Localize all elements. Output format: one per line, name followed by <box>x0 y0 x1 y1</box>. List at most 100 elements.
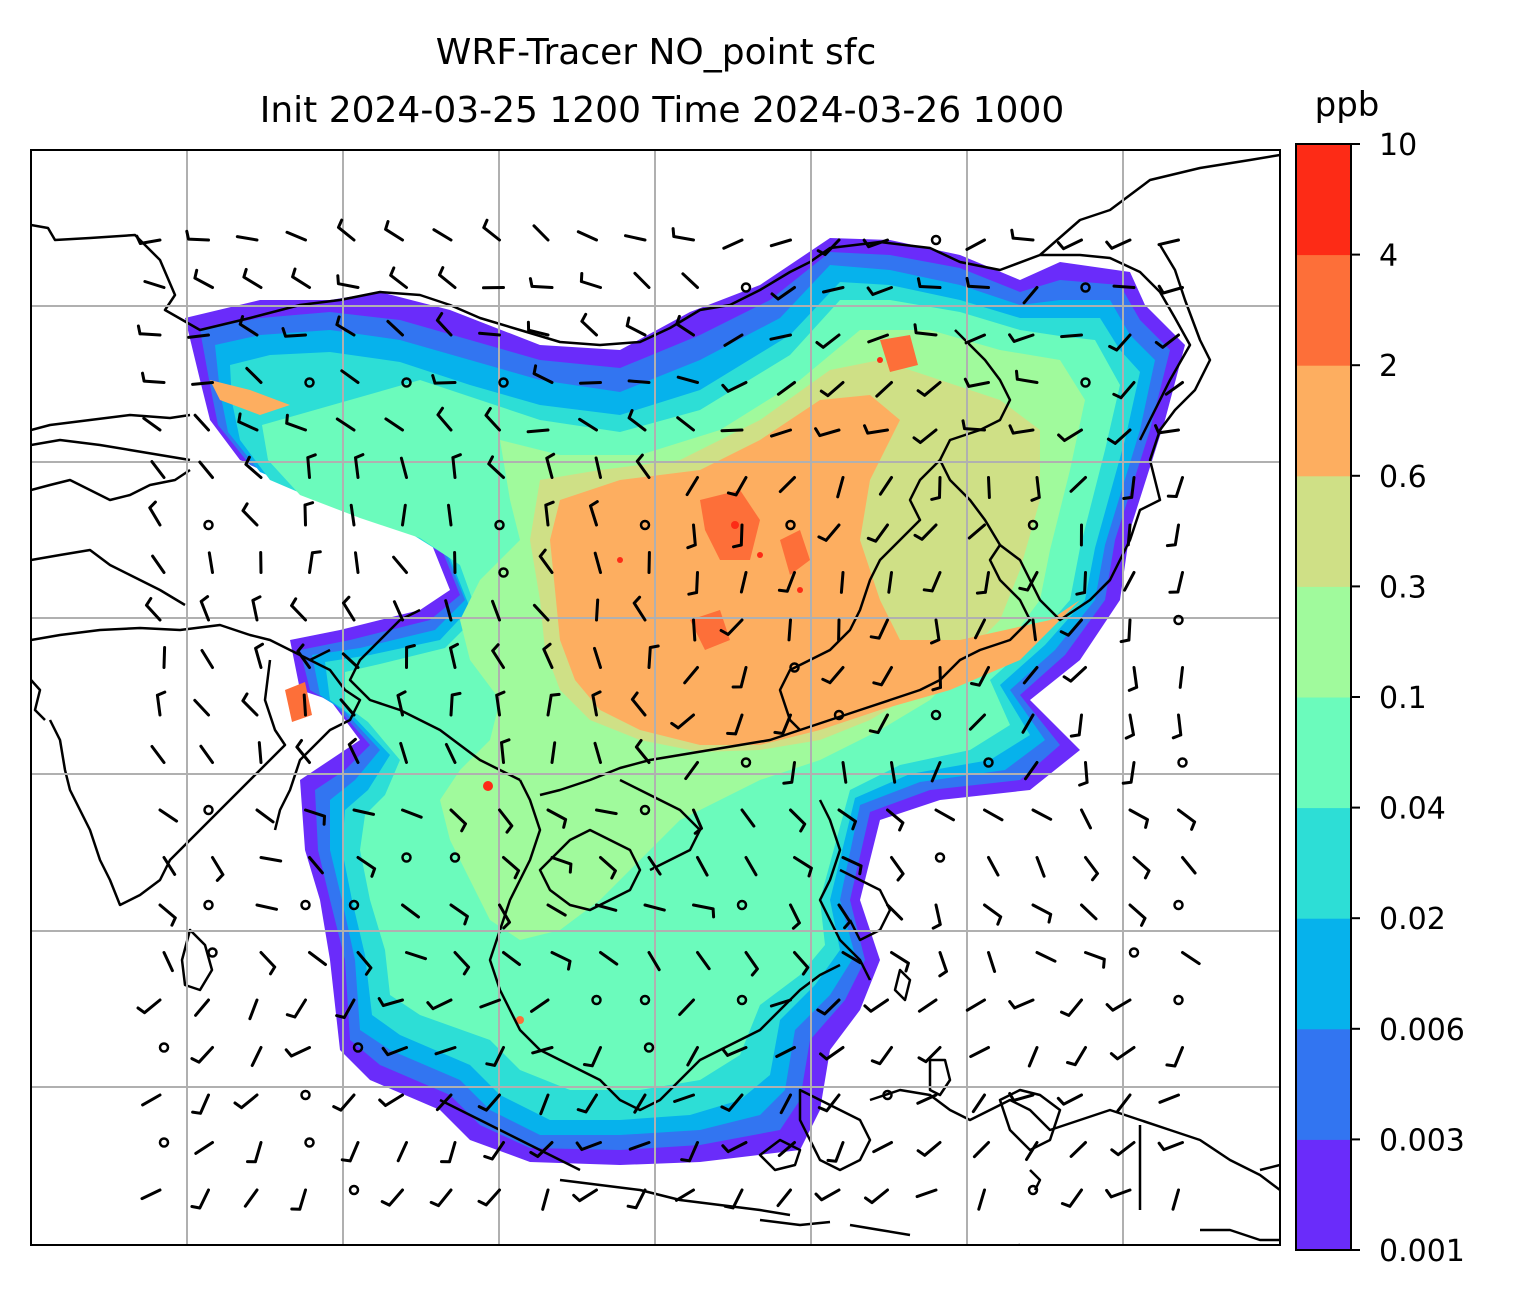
wind-barb <box>1121 761 1136 785</box>
wind-barb <box>769 998 792 1008</box>
wind-barb <box>211 856 225 882</box>
wind-barb <box>431 374 457 385</box>
wind-barb <box>1008 1092 1035 1102</box>
wind-barb <box>970 666 990 687</box>
wind-barb <box>251 595 262 622</box>
wind-barb <box>674 1188 695 1202</box>
wind-barb <box>191 381 214 386</box>
calm-wind-circle <box>882 1089 893 1101</box>
wind-barb <box>593 551 602 574</box>
wind-barb <box>1022 666 1039 685</box>
wind-barb <box>692 618 697 642</box>
wind-barb <box>295 739 311 764</box>
wind-barb <box>495 690 506 717</box>
colorbar-segment <box>1296 475 1351 587</box>
wind-barb <box>291 267 311 289</box>
wind-barb <box>1056 1093 1083 1106</box>
wind-barb <box>987 951 997 973</box>
colorbar-unit: ppb <box>1315 85 1380 125</box>
wind-barb <box>1112 284 1136 289</box>
wind-barb <box>352 808 375 816</box>
wind-barb <box>306 453 317 479</box>
wind-barb <box>546 808 568 829</box>
wind-barb <box>777 1141 796 1157</box>
wind-barb <box>1069 713 1083 738</box>
wind-barb <box>1124 713 1135 740</box>
wind-barb <box>1010 228 1035 242</box>
wind-barb <box>890 951 910 973</box>
wind-barb <box>869 618 889 640</box>
wind-barb <box>591 690 602 717</box>
wind-barb <box>136 998 162 1015</box>
wind-barb <box>866 286 893 296</box>
wind-barb <box>930 761 942 783</box>
wind-barb <box>140 1188 162 1201</box>
wind-barb <box>384 220 404 242</box>
wind-barb <box>721 1046 748 1057</box>
wind-barb <box>837 808 857 831</box>
wind-barb <box>886 903 904 921</box>
wind-barb <box>720 428 744 433</box>
wind-barb <box>934 808 955 822</box>
wind-barb <box>151 554 166 574</box>
wind-barb <box>739 571 748 594</box>
calm-wind-circle <box>1080 282 1091 293</box>
map-panel <box>30 149 1281 1246</box>
wind-barb <box>243 1188 259 1208</box>
wind-barb <box>162 856 177 876</box>
wind-barb <box>241 692 259 717</box>
wind-barb <box>930 618 941 645</box>
wind-barb <box>1056 238 1083 251</box>
wind-barb <box>1021 713 1035 734</box>
wind-barb <box>969 1046 990 1059</box>
wind-barb <box>207 551 214 574</box>
wind-barb <box>1008 424 1035 435</box>
wind-barb <box>194 998 210 1017</box>
wind-barb <box>444 743 457 764</box>
wind-barb <box>1031 618 1037 642</box>
wind-barb <box>723 1188 744 1210</box>
wind-barb <box>429 1188 453 1208</box>
calm-wind-circle <box>449 852 461 863</box>
wind-barb <box>191 1093 210 1115</box>
wind-barb <box>142 416 162 432</box>
calm-wind-circle <box>639 519 651 531</box>
wind-barb <box>1031 903 1053 924</box>
wind-barb <box>546 692 561 717</box>
wind-barb <box>814 427 841 438</box>
wind-barb <box>624 234 647 242</box>
wind-barb <box>872 666 893 687</box>
calm-wind-circle <box>352 1042 364 1053</box>
wind-barb <box>720 1093 744 1112</box>
wind-barb <box>964 333 986 345</box>
wind-barb <box>238 315 259 337</box>
calm-wind-circles <box>158 234 1188 1196</box>
wind-barb <box>435 312 453 337</box>
calm-wind-circle <box>1173 994 1184 1006</box>
wind-barb <box>922 571 942 593</box>
wind-barb <box>141 371 166 384</box>
wind-barb <box>308 550 322 574</box>
wind-barb <box>816 998 841 1016</box>
wind-barb <box>386 319 404 337</box>
wind-barb <box>339 698 356 717</box>
wind-barb <box>245 366 263 384</box>
wind-barb <box>599 951 619 966</box>
wind-barb <box>491 599 501 622</box>
wind-barb <box>532 364 554 384</box>
wind-barb <box>913 523 938 541</box>
calm-wind-circle <box>401 852 412 863</box>
wind-barb <box>815 333 841 349</box>
wind-barb <box>405 951 427 961</box>
wind-barb <box>627 379 651 384</box>
wind-barb <box>335 998 356 1019</box>
wind-barb <box>162 951 174 973</box>
calm-wind-circle <box>740 282 752 293</box>
wind-barb <box>1158 1093 1180 1104</box>
wind-barb <box>248 998 259 1021</box>
wind-barb <box>1126 523 1132 547</box>
wind-barb <box>302 693 307 717</box>
wind-barb <box>938 951 948 978</box>
wind-barb <box>890 856 905 882</box>
